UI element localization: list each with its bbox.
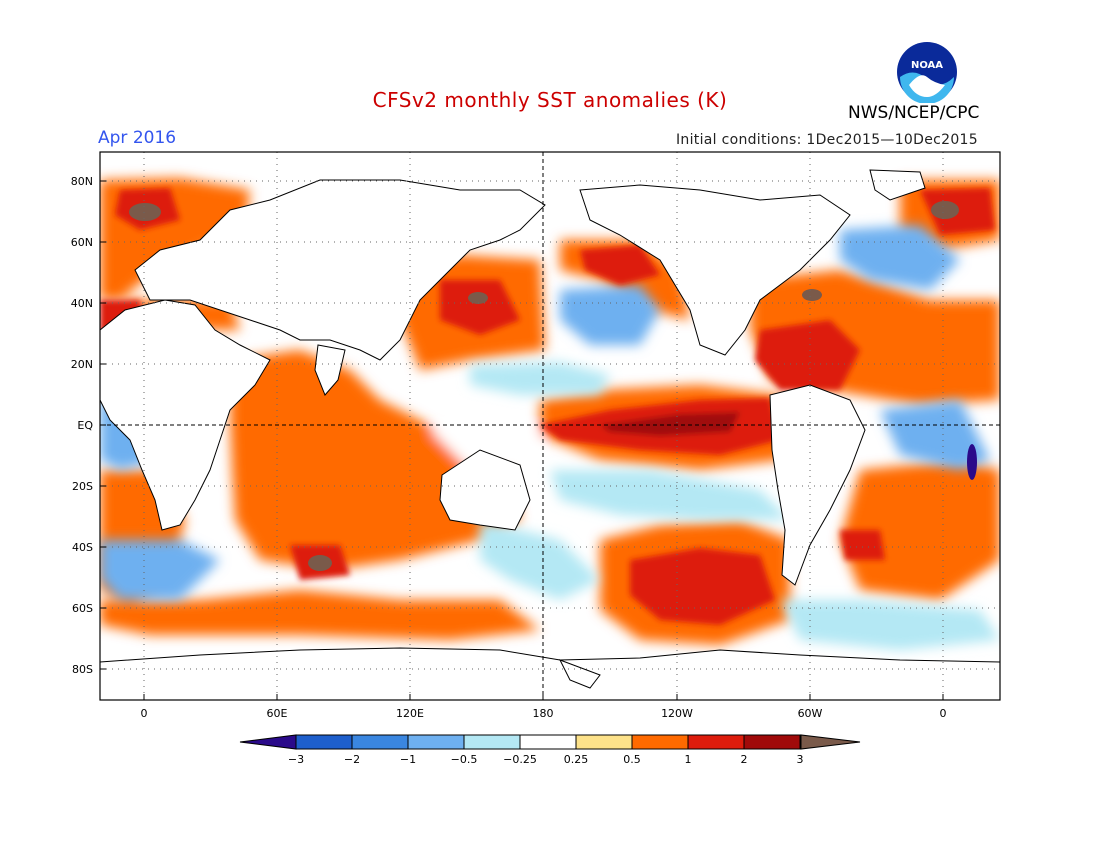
lon-label: 0 <box>940 707 947 720</box>
colorbar-label: −1 <box>400 753 416 766</box>
lat-label: 60S <box>72 602 93 615</box>
colorbar-label: 2 <box>741 753 748 766</box>
lat-label: 80S <box>72 663 93 676</box>
latitude-labels: 80N 60N 40N 20N EQ 20S 40S 60S 80S <box>71 175 94 676</box>
lon-label: 120W <box>661 707 693 720</box>
graticule <box>100 152 1000 700</box>
lat-label: EQ <box>77 419 93 432</box>
lat-label: 20N <box>71 358 93 371</box>
colorbar-cell <box>407 734 465 750</box>
continent-south-america <box>769 384 866 586</box>
colorbar-cell <box>519 734 577 750</box>
continent-antarctica <box>100 647 1000 700</box>
continent-greenland <box>869 169 926 201</box>
lat-label: 40N <box>71 297 93 310</box>
continent-australia <box>439 449 531 531</box>
colorbar-arrow-low <box>239 734 297 750</box>
axis-ticks <box>100 180 944 700</box>
colorbar-label: 0.5 <box>623 753 641 766</box>
colorbar-label: 3 <box>797 753 804 766</box>
anomaly-field <box>100 152 1000 700</box>
lat-label: 80N <box>71 175 93 188</box>
colorbar-cell <box>295 734 353 750</box>
initial-conditions-label: Initial conditions: 1Dec2015—10Dec2015 <box>676 132 978 148</box>
agency-label: NWS/NCEP/CPC <box>848 103 980 123</box>
logo-text: NOAA <box>911 60 943 71</box>
noaa-logo-icon: NOAA <box>897 42 957 103</box>
lat-label: 60N <box>71 236 93 249</box>
continent-africa <box>100 299 271 531</box>
colorbar-cell <box>631 734 689 750</box>
continent-north-america <box>579 184 851 356</box>
colorbar-cell <box>463 734 521 750</box>
colorbar-label: −0.25 <box>503 753 537 766</box>
colorbar-arrow-high <box>800 734 861 750</box>
colorbar-label: 1 <box>685 753 692 766</box>
map-title: CFSv2 monthly SST anomalies (K) <box>372 88 728 112</box>
colorbar-cell <box>351 734 409 750</box>
lat-label: 40S <box>72 541 93 554</box>
strong-warm-cores <box>100 188 995 625</box>
continent-outlines <box>100 169 1000 700</box>
color-legend: −3 −2 −1 −0.5 −0.25 0.25 0.5 1 2 3 <box>239 734 861 766</box>
lon-label: 120E <box>396 707 424 720</box>
cool-anomaly-regions <box>100 225 1000 650</box>
valid-month-label: Apr 2016 <box>98 128 177 148</box>
lat-label: 20S <box>72 480 93 493</box>
colorbar-label: 0.25 <box>564 753 589 766</box>
lon-label: 0 <box>141 707 148 720</box>
colorbar-cell <box>687 734 745 750</box>
colorbar-label: −2 <box>344 753 360 766</box>
continent-eurasia <box>134 179 546 361</box>
colorbar-label: −0.5 <box>451 753 478 766</box>
lon-label: 60W <box>798 707 823 720</box>
map-frame <box>99 151 1001 701</box>
colorbar-cell <box>743 734 801 750</box>
colorbar-label: −3 <box>288 753 304 766</box>
colorbar-cell <box>575 734 633 750</box>
lon-label: 60E <box>267 707 288 720</box>
continent-india <box>314 344 346 396</box>
lon-label: 180 <box>533 707 554 720</box>
longitude-labels: 0 60E 120E 180 120W 60W 0 <box>141 707 947 720</box>
